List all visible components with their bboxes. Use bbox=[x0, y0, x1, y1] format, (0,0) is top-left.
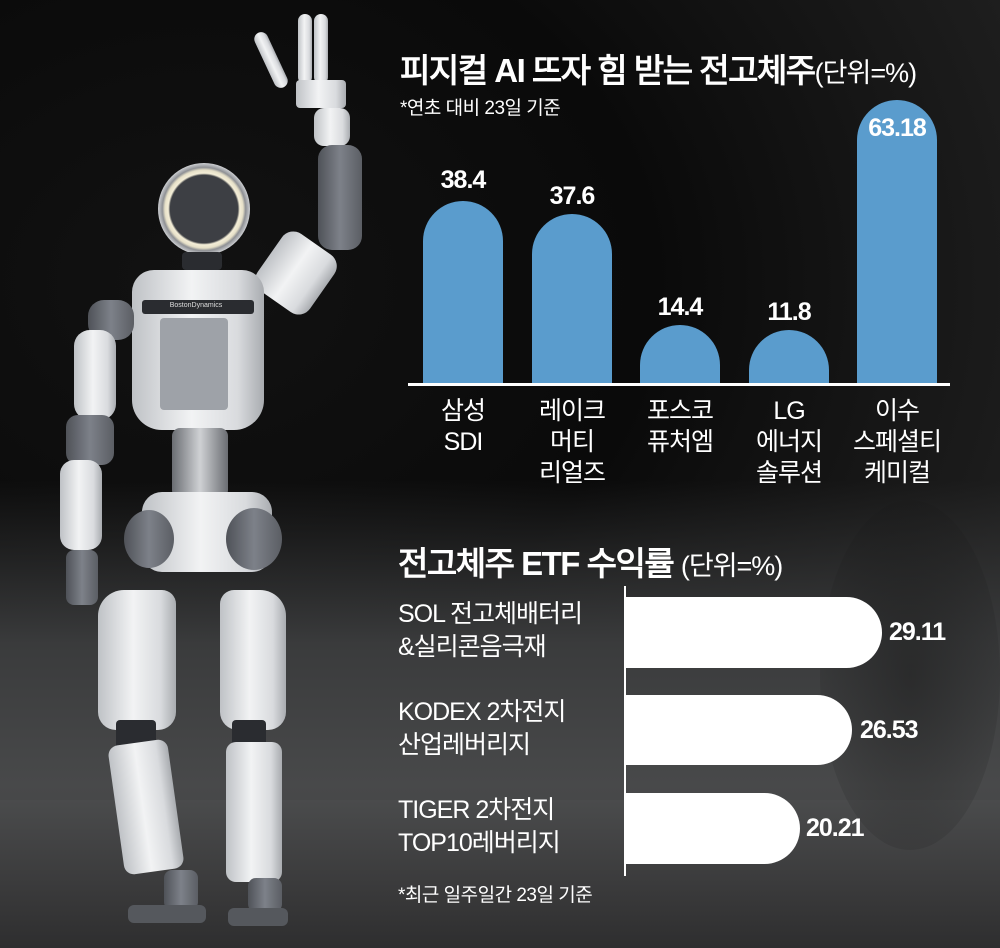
label-line: 삼성 bbox=[440, 397, 486, 425]
robot-forearm bbox=[318, 145, 362, 250]
background-shadow bbox=[820, 500, 1000, 850]
robot-shin-right bbox=[226, 742, 282, 882]
label-line: 솔루션 bbox=[755, 459, 823, 487]
label-line: SOL 전고체배터리 bbox=[398, 600, 583, 628]
value-label: 20.21 bbox=[806, 814, 865, 842]
label-line: 스페셜티 bbox=[852, 428, 942, 456]
label-line: 이수 bbox=[874, 397, 920, 425]
label-line: SDI bbox=[443, 428, 484, 456]
robot-hand-left bbox=[66, 550, 98, 605]
category-label: LG 에너지 솔루션 bbox=[729, 396, 849, 489]
bar-tiger-etf bbox=[626, 793, 800, 864]
robot-arm-left-lower bbox=[60, 460, 102, 550]
label-line: 퓨처엠 bbox=[646, 428, 714, 456]
bar-posco-futurem bbox=[640, 325, 720, 384]
bottom-chart-footnote: *최근 일주일간 23일 기준 bbox=[398, 885, 593, 906]
robot-thigh-left bbox=[98, 590, 176, 730]
category-label: SOL 전고체배터리 &실리콘음극재 bbox=[398, 598, 583, 664]
label-line: 레이크 bbox=[538, 397, 606, 425]
value-label: 63.18 bbox=[868, 114, 927, 142]
robot-chest-logo: BostonDynamics bbox=[169, 302, 223, 309]
label-line: KODEX 2차전지 bbox=[398, 698, 566, 726]
label-line: 머티 bbox=[549, 428, 595, 456]
value-label: 37.6 bbox=[549, 182, 596, 210]
category-label: 포스코 퓨처엠 bbox=[620, 396, 740, 458]
robot-chest-panel bbox=[160, 318, 228, 410]
top-chart-title: 피지컬 AI 뜨자 힘 받는 전고체주(단위=%) bbox=[400, 44, 917, 92]
robot-head bbox=[158, 163, 250, 255]
robot-chest-band bbox=[142, 300, 254, 314]
robot-waist bbox=[172, 428, 228, 498]
bar-kodex-etf bbox=[626, 695, 852, 765]
robot-ankle-left bbox=[164, 870, 198, 910]
x-axis-baseline bbox=[408, 383, 950, 386]
unit-text: (단위=%) bbox=[680, 551, 783, 581]
value-label: 38.4 bbox=[440, 166, 487, 194]
category-label: 삼성 SDI bbox=[403, 396, 523, 458]
robot-foot-left bbox=[128, 905, 206, 923]
category-label: 이수 스페셜티 케미컬 bbox=[837, 396, 957, 489]
robot-thigh-right bbox=[220, 590, 286, 730]
robot-finger bbox=[251, 29, 291, 91]
label-line: 포스코 bbox=[646, 397, 714, 425]
title-text: 피지컬 AI 뜨자 힘 받는 전고체주 bbox=[400, 52, 816, 89]
label-line: 케미컬 bbox=[863, 459, 931, 487]
label-line: 리얼즈 bbox=[538, 459, 606, 487]
robot-hip-left bbox=[124, 510, 174, 568]
label-line: LG bbox=[773, 397, 805, 425]
value-label: 29.11 bbox=[889, 618, 946, 646]
label-line: 에너지 bbox=[755, 428, 823, 456]
robot-finger bbox=[314, 14, 328, 84]
title-text: 전고체주 ETF 수익률 bbox=[398, 545, 675, 582]
top-chart-subtitle: *연초 대비 23일 기준 bbox=[400, 98, 561, 119]
value-label: 14.4 bbox=[657, 293, 704, 321]
robot-palm bbox=[296, 80, 346, 108]
robot-foot-right bbox=[228, 908, 288, 926]
category-label: TIGER 2차전지 TOP10레버리지 bbox=[398, 794, 561, 860]
bar-lg-energy bbox=[749, 330, 829, 384]
label-line: 산업레버리지 bbox=[398, 731, 531, 759]
robot-hip-right bbox=[226, 508, 282, 570]
bar-samsung-sdi bbox=[423, 201, 503, 384]
robot-finger bbox=[298, 14, 312, 84]
robot-neck bbox=[182, 252, 222, 270]
robot-ankle-right bbox=[248, 878, 282, 912]
value-label: 11.8 bbox=[767, 298, 811, 326]
y-axis-line bbox=[624, 586, 626, 876]
unit-text: (단위=%) bbox=[814, 58, 917, 88]
bar-sol-etf bbox=[626, 597, 882, 668]
robot-arm-left-upper bbox=[74, 330, 116, 420]
bar-lake-materials bbox=[532, 214, 612, 384]
bottom-chart-title: 전고체주 ETF 수익률 (단위=%) bbox=[398, 537, 783, 585]
robot-wrist bbox=[314, 108, 350, 146]
category-label: 레이크 머티 리얼즈 bbox=[512, 396, 632, 489]
robot-elbow-left bbox=[66, 415, 114, 465]
bar-isu-specialty bbox=[857, 100, 937, 384]
category-label: KODEX 2차전지 산업레버리지 bbox=[398, 696, 566, 762]
label-line: TIGER 2차전지 bbox=[398, 796, 555, 824]
label-line: TOP10레버리지 bbox=[398, 829, 561, 857]
value-label: 26.53 bbox=[860, 716, 919, 744]
label-line: &실리콘음극재 bbox=[398, 633, 547, 661]
